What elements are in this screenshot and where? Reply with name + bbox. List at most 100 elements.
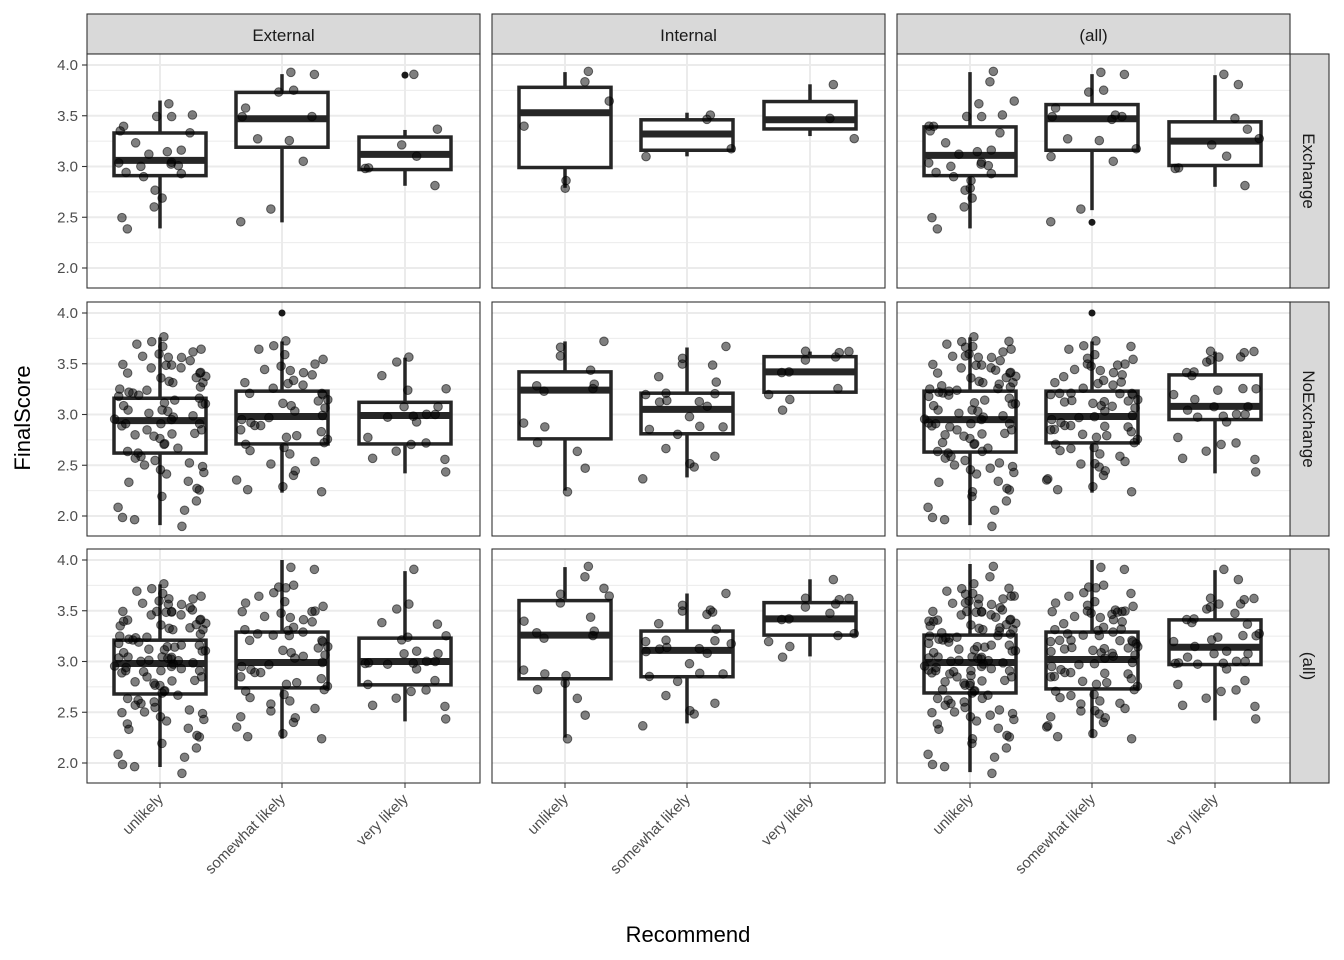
data-point: [985, 710, 996, 721]
data-point: [923, 749, 933, 760]
data-point: [969, 685, 980, 696]
data-point: [1212, 385, 1223, 395]
panel-border: [86, 548, 481, 784]
column-strip-label: Internal: [660, 26, 717, 45]
data-point: [1238, 383, 1248, 394]
data-point: [977, 446, 988, 457]
column-strip-label: (all): [1079, 26, 1107, 45]
data-point: [986, 168, 997, 179]
data-point: [967, 734, 978, 744]
data-point: [1115, 388, 1125, 399]
data-point: [954, 655, 964, 666]
data-point: [432, 124, 443, 134]
data-point: [1091, 336, 1101, 346]
data-point: [156, 665, 166, 676]
data-point: [945, 669, 955, 679]
data-point: [1009, 467, 1019, 478]
data-point: [1119, 69, 1130, 80]
data-point: [391, 446, 401, 456]
data-point: [993, 630, 1003, 641]
data-point: [290, 406, 300, 416]
data-point: [932, 693, 943, 704]
data-point: [1123, 643, 1134, 653]
data-point: [785, 394, 795, 405]
y-tick-label: 3.5: [57, 356, 78, 373]
data-point: [367, 453, 378, 464]
data-point: [1108, 614, 1119, 625]
strip-background: [1289, 301, 1330, 537]
data-point: [177, 768, 187, 779]
data-point: [316, 486, 327, 497]
data-point: [974, 98, 984, 109]
data-point: [949, 707, 960, 717]
data-point: [1127, 657, 1138, 668]
data-point: [310, 456, 320, 467]
data-point: [653, 371, 664, 382]
data-point: [960, 342, 971, 352]
data-point: [956, 363, 966, 373]
data-point: [928, 606, 938, 617]
data-point: [1123, 669, 1133, 679]
data-point: [319, 684, 330, 695]
data-point: [1221, 417, 1232, 427]
data-point: [1078, 630, 1088, 641]
data-point: [988, 66, 999, 77]
data-point: [979, 395, 990, 405]
data-point: [421, 438, 431, 448]
data-point: [279, 349, 290, 360]
y-tick-label: 2.0: [57, 508, 78, 525]
data-point: [1055, 445, 1065, 456]
box-very-likely: [1167, 69, 1265, 191]
data-point: [1231, 656, 1242, 667]
data-point: [421, 409, 432, 420]
row-strip: NoExchange: [1289, 301, 1330, 537]
data-point: [993, 723, 1004, 734]
data-point: [1009, 96, 1020, 106]
data-point: [1231, 438, 1241, 448]
data-point: [677, 606, 688, 616]
data-point: [157, 491, 167, 502]
data-point: [1091, 679, 1102, 690]
data-point: [1049, 424, 1060, 435]
data-point: [1126, 341, 1136, 352]
data-point: [138, 171, 149, 182]
data-point: [179, 505, 190, 516]
data-point: [1250, 714, 1261, 724]
data-point: [188, 411, 198, 421]
data-point: [939, 761, 950, 772]
data-point: [684, 411, 695, 422]
data-point: [441, 383, 451, 394]
data-point: [298, 627, 308, 637]
data-point: [954, 644, 964, 655]
data-point: [1240, 675, 1250, 686]
data-point: [956, 610, 966, 620]
data-point: [940, 138, 951, 148]
box-very-likely: [762, 574, 860, 662]
data-point: [137, 598, 148, 609]
data-point: [278, 481, 288, 492]
data-point: [721, 588, 731, 599]
data-point: [144, 149, 154, 160]
box-somewhat-likely: [639, 110, 737, 162]
data-point: [644, 671, 655, 682]
data-point: [279, 596, 290, 607]
data-point: [637, 721, 648, 731]
box-very-likely: [357, 352, 453, 477]
data-point: [834, 594, 845, 605]
data-point: [540, 669, 550, 679]
data-point: [1216, 686, 1226, 697]
data-point: [432, 619, 443, 629]
data-point: [986, 663, 997, 674]
data-point: [290, 653, 300, 663]
data-point: [130, 453, 141, 463]
data-point: [1091, 583, 1101, 593]
data-point: [130, 138, 141, 148]
data-point: [599, 336, 609, 347]
box-somewhat-likely: [1041, 309, 1143, 497]
data-point: [973, 653, 983, 664]
data-point: [168, 624, 178, 635]
data-point: [800, 346, 811, 357]
data-point: [1242, 124, 1253, 134]
data-point: [977, 693, 988, 704]
